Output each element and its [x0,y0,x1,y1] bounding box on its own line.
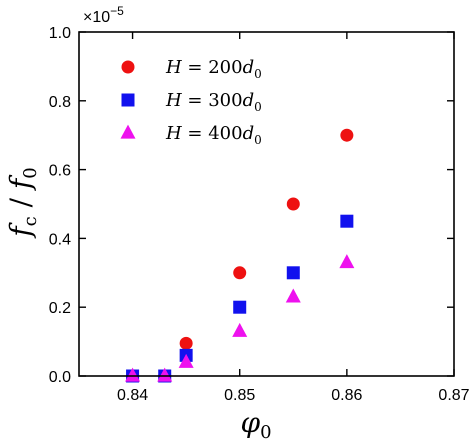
x-tick-label: 0.84 [117,387,148,404]
x-tick-label: 0.86 [331,387,362,404]
data-point-circle [286,197,300,211]
legend-marker-circle [121,60,135,74]
data-point-triangle [157,367,173,382]
legend-marker-triangle [120,124,136,139]
y-tick-label: 1.0 [49,25,71,42]
data-point-circle [233,266,247,280]
plot-frame [78,31,455,377]
y-tick-label: 0.8 [49,94,71,111]
data-point-triangle [178,353,194,368]
data-point-triangle [339,254,355,269]
y-multiplier: ×10−5 [83,4,124,26]
data-point-circle [340,128,354,142]
data-point-circle [179,336,193,350]
legend-entry-label: H = 300d0 [165,90,262,114]
y-tick-label: 0.4 [49,231,71,248]
y-axis-label: fc / f0 [4,167,41,239]
legend-marker-square [121,93,135,107]
legend-entry-label: H = 400d0 [165,123,262,147]
data-point-triangle [125,367,141,382]
axis-ticks: 0.84 0.85 0.86 0.87 0.0 0.2 0.4 0.6 0.8 1.0 [49,25,470,404]
x-tick-label: 0.87 [438,387,469,404]
y-tick-label: 0.6 [49,163,71,180]
legend-entry-label: H = 200d0 [165,57,262,81]
data-point-square [233,300,247,314]
x-axis-label: φ0 [240,406,271,440]
data-point-triangle [285,288,301,303]
data-point-triangle [232,322,248,337]
x-tick-label: 0.85 [224,387,255,404]
y-tick-label: 0.0 [49,369,71,386]
y-tick-label: 0.2 [49,300,71,317]
data-point-square [340,214,354,228]
data-point-square [286,266,300,280]
legend: H = 200d0 H = 300d0 H = 400d0 [120,57,262,147]
data-points [125,128,355,383]
